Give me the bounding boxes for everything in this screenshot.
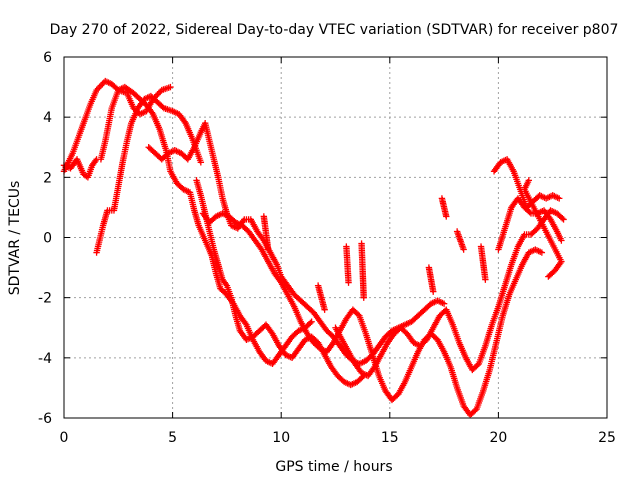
series-track-f <box>193 177 367 389</box>
data-point <box>321 306 328 313</box>
data-point <box>308 318 315 325</box>
data-point <box>167 83 174 91</box>
data-point <box>482 276 489 283</box>
x-tick-label: 15 <box>381 430 399 446</box>
y-tick-label: -4 <box>38 351 52 367</box>
x-tick-label: 0 <box>60 430 69 446</box>
data-point <box>526 209 533 216</box>
data-point <box>354 311 362 318</box>
tick-labels: 0 5 10 15 20 25 -6 -4 -2 0 2 4 6 <box>38 50 616 446</box>
series-track-k <box>521 177 565 280</box>
data-point <box>472 406 479 414</box>
plot-frame <box>63 56 608 419</box>
x-axis-label: GPS time / hours <box>275 459 392 475</box>
y-tick-label: 6 <box>43 50 52 66</box>
y-axis-label: SDTVAR / TECUs <box>7 181 23 296</box>
data-point <box>307 319 314 327</box>
series-track-b <box>60 77 174 175</box>
data-points <box>60 77 567 419</box>
data-point <box>558 237 565 244</box>
series-spikes <box>260 195 489 313</box>
series-track-h <box>332 207 567 380</box>
y-tick-label: -2 <box>38 291 52 307</box>
data-point <box>460 246 467 253</box>
data-point <box>430 288 437 295</box>
data-point <box>556 195 563 202</box>
data-point <box>440 300 448 307</box>
data-point <box>264 246 272 253</box>
data-point <box>155 89 163 97</box>
data-point <box>559 215 566 222</box>
series-track-g <box>199 210 546 419</box>
x-tick-label: 25 <box>598 430 616 446</box>
data-point <box>525 177 533 184</box>
data-point <box>474 361 481 369</box>
data-point <box>197 159 205 166</box>
data-point <box>560 216 567 223</box>
data-point <box>97 82 105 89</box>
data-point <box>443 213 450 220</box>
x-tick-label: 5 <box>168 430 177 446</box>
data-point <box>360 294 367 301</box>
y-tick-label: 0 <box>43 231 52 247</box>
data-point <box>538 249 546 256</box>
y-tick-label: 4 <box>43 110 52 126</box>
x-tick-label: 20 <box>489 430 507 446</box>
grid <box>64 57 607 418</box>
chart-title: Day 270 of 2022, Sidereal Day-to-day VTE… <box>50 22 619 38</box>
y-tick-label: -6 <box>38 411 52 427</box>
x-tick-label: 10 <box>272 430 290 446</box>
y-tick-label: 2 <box>43 170 52 186</box>
data-point <box>345 279 352 286</box>
data-point <box>96 83 103 91</box>
